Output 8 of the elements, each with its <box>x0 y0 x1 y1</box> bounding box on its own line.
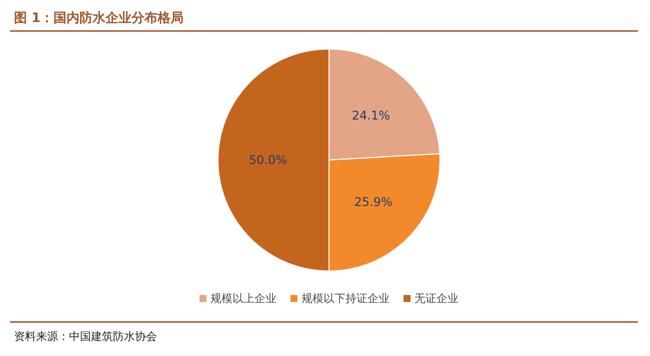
data-label: 50.0% <box>248 153 288 167</box>
chart-title: 图 1：国内防水企业分布格局 <box>14 10 184 26</box>
legend-label: 规模以上企业 <box>210 292 276 305</box>
legend-label: 规模以下持证企业 <box>302 292 390 305</box>
data-label: 24.1% <box>352 108 390 123</box>
legend-label: 无证企业 <box>414 292 458 305</box>
text: 资料来源：中国建筑防水协会 <box>14 330 157 343</box>
data-label: 25.9% <box>354 194 392 209</box>
